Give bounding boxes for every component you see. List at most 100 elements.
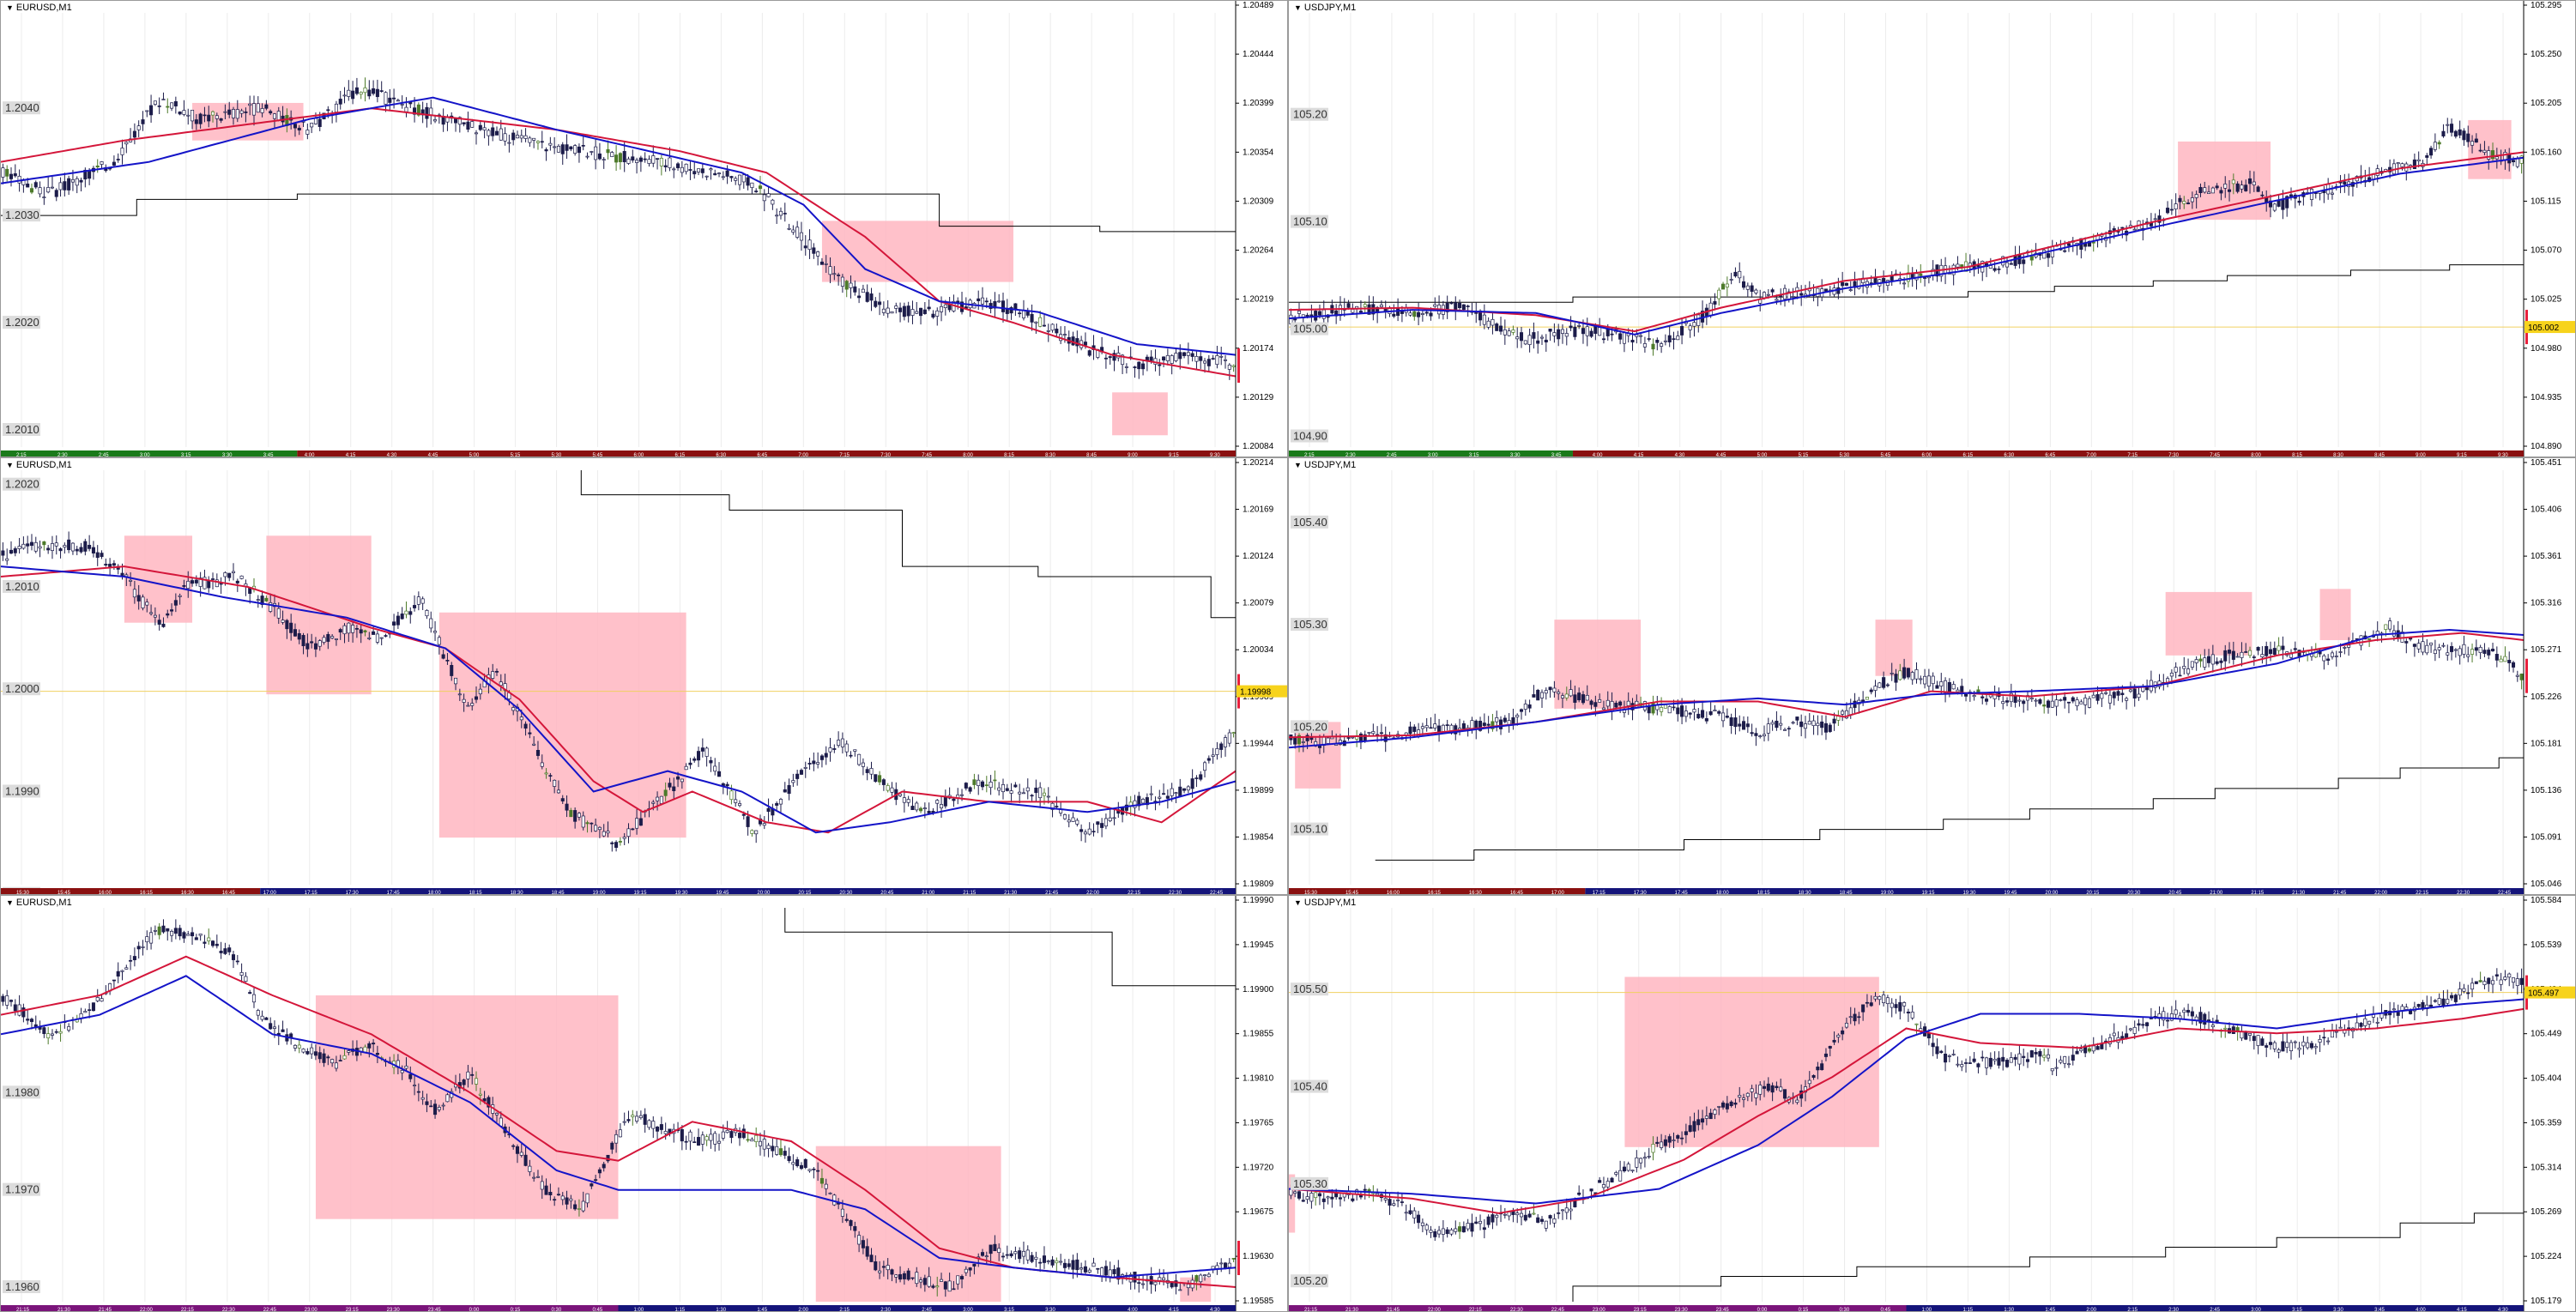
candle-body (2330, 652, 2334, 657)
candle-body (729, 176, 734, 178)
time-tick-label: 20:00 (2045, 891, 2059, 895)
collapse-triangle-icon[interactable]: ▼ (1294, 3, 1302, 12)
level-label: 105.10 (1293, 215, 1327, 228)
chart-panel-usdjpy_3[interactable]: 105.50 105.40 105.30 105.20 105.584 105.539 10… (1288, 895, 2576, 1312)
price-tick-label: 1.19720 (1243, 1163, 1274, 1172)
candle-body (63, 181, 67, 190)
candle-body (1215, 748, 1219, 755)
candle-body (50, 1033, 54, 1036)
candle-body (132, 956, 136, 960)
candle-body (2095, 1046, 2100, 1050)
candle-body (631, 1115, 635, 1117)
candle-body (869, 293, 874, 301)
candle-body (631, 156, 635, 161)
candle-body (83, 169, 88, 180)
chart-panel-eurusd_2[interactable]: 1.20201.20101.20001.19901.19801.202141.2… (0, 457, 1288, 895)
time-tick-label: 20:00 (757, 891, 771, 895)
candle-body (470, 1073, 475, 1076)
candle-body (2256, 646, 2260, 651)
candle-body (95, 552, 100, 559)
candle-body (1297, 1191, 1302, 1199)
candle-body (795, 773, 800, 779)
candle-body (2416, 1004, 2421, 1007)
price-tick-label: 1.20354 (1243, 148, 1274, 157)
candle-body (791, 780, 795, 783)
candle-body (1408, 312, 1412, 316)
candle-body (881, 779, 886, 785)
chart-panel-usdjpy_2[interactable]: 105.40 105.30 105.20 105.10 105.451 105.406 10… (1288, 457, 2576, 895)
level-label: 104.90 (1293, 430, 1327, 443)
candle-body (581, 145, 585, 147)
candle-body (1174, 792, 1178, 795)
time-tick-label: 9:00 (1128, 453, 1138, 457)
candle-body (1445, 302, 1449, 312)
candle-body (1104, 357, 1108, 360)
candle-body (1823, 288, 1828, 292)
candle-body (2244, 184, 2248, 191)
time-tick-label: 7:15 (2127, 453, 2138, 457)
collapse-triangle-icon[interactable]: ▼ (6, 3, 14, 12)
price-tick-label: 105.046 (2531, 880, 2562, 889)
candle-body (2046, 1054, 2051, 1059)
chart-svg: 105.40105.30105.20105.10105.451105.40610… (1289, 458, 2562, 895)
candle-body (1108, 1269, 1112, 1277)
candle-body (2293, 648, 2297, 650)
candle-body (2268, 649, 2273, 655)
candle-body (2210, 187, 2215, 194)
candle-body (1038, 787, 1043, 799)
highlight-box (315, 995, 619, 1219)
candle-body (231, 109, 236, 118)
candle-body (1162, 356, 1166, 361)
candle-body (1861, 1004, 1865, 1013)
candle-body (2009, 263, 2013, 265)
candle-body (2359, 1022, 2363, 1027)
candle-body (1573, 1200, 1577, 1207)
time-tick-label: 23:00 (1593, 1308, 1606, 1312)
candle-body (29, 1019, 34, 1023)
candle-body (1055, 806, 1059, 807)
time-tick-label: 9:30 (2498, 453, 2508, 457)
candle-body (922, 309, 927, 314)
candle-body (1902, 282, 1907, 285)
chart-panel-eurusd_3[interactable]: 1.1980 1.1970 1.1960 1.19990 1.19945 1.19900 1… (0, 895, 1288, 1312)
time-tick-label: 0:15 (511, 1308, 521, 1312)
candle-body (1314, 311, 1318, 321)
candle-body (2511, 662, 2516, 668)
time-tick-label: 19:30 (1962, 891, 1976, 895)
time-tick-label: 21:00 (922, 891, 935, 895)
candle-body (651, 801, 656, 804)
candle-body (849, 1220, 853, 1226)
chart-panel-usdjpy_1[interactable]: 105.20 105.10 105.00 104.90 105.295 105.250 10… (1288, 0, 2576, 457)
candle-body (2054, 699, 2059, 707)
candle-body (1651, 343, 1655, 350)
candle-body (400, 614, 404, 620)
candle-body (2499, 658, 2503, 662)
candle-body (1038, 317, 1043, 327)
collapse-triangle-icon[interactable]: ▼ (6, 898, 14, 907)
collapse-triangle-icon[interactable]: ▼ (1294, 898, 1302, 907)
candle-body (754, 830, 759, 835)
candle-body (2194, 194, 2198, 198)
candle-body (9, 173, 14, 179)
time-tick-label: 17:45 (387, 891, 401, 895)
candle-body (1149, 356, 1153, 361)
candle-body (1960, 264, 1964, 268)
time-tick-label: 16:30 (1469, 891, 1483, 895)
candle-body (865, 292, 869, 302)
time-tick-label: 22:30 (222, 1308, 236, 1312)
candle-body (132, 130, 136, 138)
time-tick-label: 0:45 (593, 1308, 603, 1312)
candle-body (886, 785, 890, 791)
candle-body (787, 784, 791, 795)
candle-body (207, 580, 211, 589)
chart-panel-eurusd_1[interactable]: 1.2040 1.2030 1.2020 1.2010 1.20489 1.20444 1.… (0, 0, 1288, 457)
candle-body (672, 786, 676, 791)
price-tick-label: 1.19810 (1243, 1074, 1274, 1084)
candle-body (1589, 1188, 1593, 1192)
collapse-triangle-icon[interactable]: ▼ (1294, 461, 1302, 469)
time-tick-label: 7:00 (2086, 453, 2096, 457)
candle-body (1569, 1208, 1573, 1212)
candle-body (2005, 700, 2010, 703)
collapse-triangle-icon[interactable]: ▼ (6, 461, 14, 469)
level-label: 1.2040 (5, 101, 39, 114)
